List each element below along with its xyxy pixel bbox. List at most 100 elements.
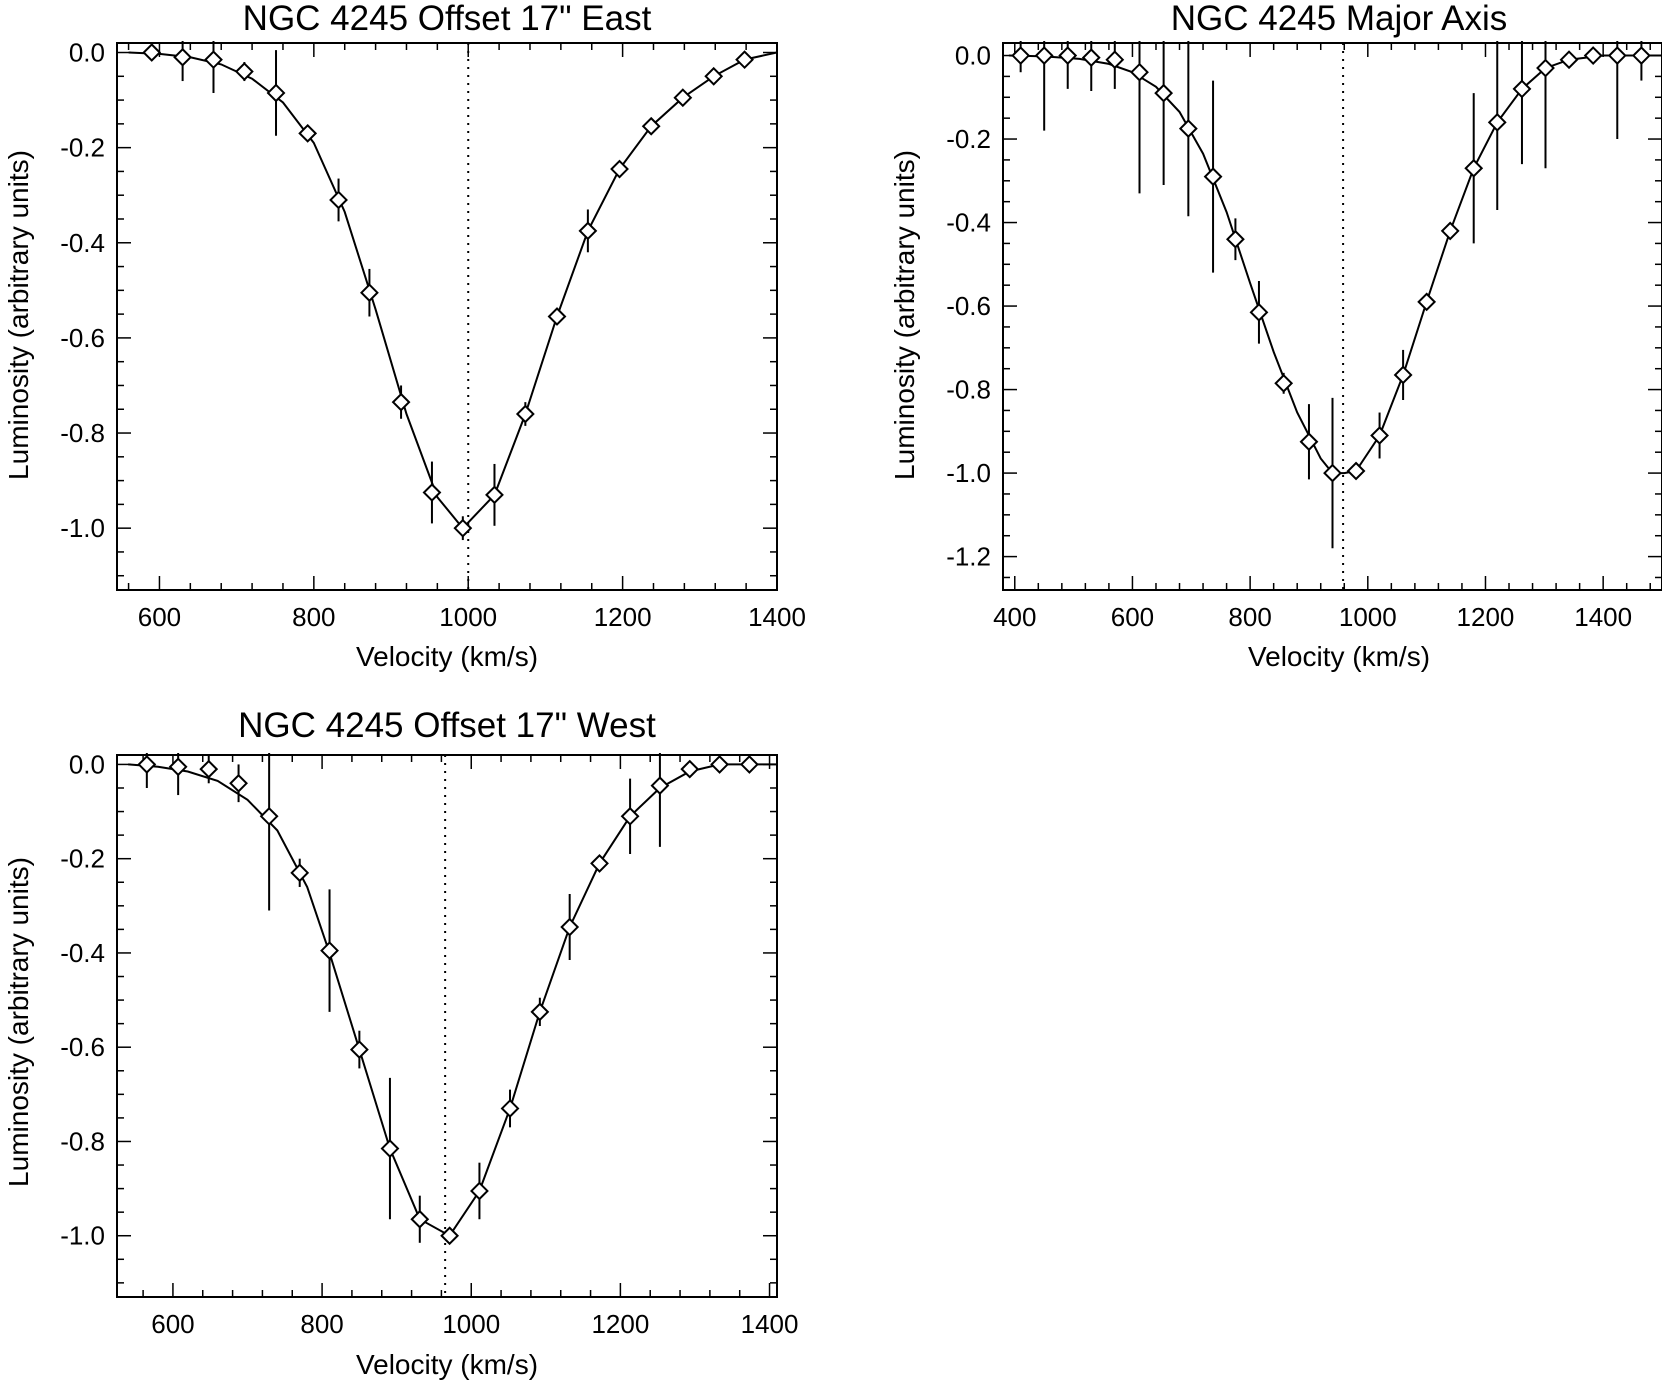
y-tick-label: -0.4: [60, 938, 105, 968]
data-point: [1154, 83, 1174, 103]
y-tick-label: -1.0: [60, 1221, 105, 1251]
data-point: [1105, 50, 1125, 70]
x-tick-label: 1000: [439, 602, 497, 632]
data-point: [199, 759, 219, 779]
x-axis-label: Velocity (km/s): [1248, 641, 1430, 672]
data-point: [1370, 426, 1389, 445]
y-axis-label: Luminosity (arbitrary units): [889, 150, 920, 480]
data-point: [1226, 229, 1245, 249]
x-tick-label: 800: [300, 1309, 343, 1339]
data-point: [453, 518, 473, 538]
data-point: [680, 759, 700, 779]
data-layer: [1008, 41, 1662, 590]
x-axis-label: Velocity (km/s): [356, 641, 538, 672]
data-point: [380, 1139, 400, 1158]
data-point: [349, 1040, 369, 1059]
x-tick-label: 1400: [1574, 602, 1632, 632]
data-point: [1274, 373, 1294, 393]
data-point: [704, 66, 724, 86]
data-point: [641, 116, 661, 136]
plot-frame: [1002, 42, 1662, 591]
x-tick-label: 600: [1111, 602, 1154, 632]
data-point: [137, 755, 157, 774]
data-point: [410, 1209, 430, 1229]
plot-area: 400 600 800 1000 1200 1400 0.0 -0.2 -0.4 -0.6 -0.8…: [946, 41, 1662, 632]
data-point: [1559, 50, 1579, 70]
data-point: [590, 853, 609, 873]
y-tick-label: -0.2: [946, 124, 991, 154]
data-point: [578, 221, 598, 241]
data-point: [391, 392, 411, 412]
y-tick-label: 0.0: [69, 38, 105, 68]
data-point: [360, 283, 379, 303]
y-tick-label: 0.0: [69, 749, 105, 779]
x-tick-label: 1400: [741, 1309, 799, 1339]
data-point: [440, 1226, 460, 1246]
data-point: [1299, 432, 1319, 452]
y-tick-label: -0.6: [60, 1032, 105, 1062]
data-point: [1512, 79, 1532, 99]
data-point: [620, 806, 640, 826]
y-tick-label: -0.4: [60, 228, 105, 258]
fit-curve: [1008, 54, 1662, 475]
y-tick-label: -1.0: [60, 513, 105, 543]
panel-offset-east: NGC 4245 Offset 17" East Velocity (km/s)…: [3, 0, 806, 672]
panel-offset-west: NGC 4245 Offset 17" West Velocity (km/s)…: [3, 706, 798, 1380]
plot-area: 600 800 1000 1200 1400 0.0 -0.2 -0.4 -0.6 -0.8 -1.…: [60, 38, 806, 632]
data-point: [204, 50, 223, 70]
chart-title: NGC 4245 Major Axis: [1171, 0, 1508, 38]
data-point: [735, 50, 754, 70]
data-point: [500, 1099, 520, 1118]
data-point: [168, 757, 188, 777]
data-point: [1130, 62, 1149, 82]
plot-frame: [116, 42, 778, 591]
panel-major-axis: NGC 4245 Major Axis Velocity (km/s) Lumi…: [889, 0, 1662, 672]
data-point: [422, 483, 442, 502]
data-point: [234, 62, 254, 81]
data-point: [290, 863, 310, 883]
data-point: [1011, 46, 1031, 65]
data-point: [320, 941, 339, 961]
data-point: [142, 43, 162, 62]
data-point: [259, 806, 279, 826]
data-point: [1583, 46, 1603, 65]
y-tick-label: -0.8: [946, 375, 991, 405]
data-point: [470, 1181, 489, 1201]
data-point: [1536, 58, 1555, 78]
data-point: [329, 190, 348, 210]
data-layer: [128, 41, 777, 590]
y-axis-label: Luminosity (arbitrary units): [3, 857, 34, 1187]
data-point: [1058, 46, 1078, 65]
data-point: [229, 773, 248, 793]
chart-title: NGC 4245 Offset 17" East: [243, 0, 652, 38]
x-tick-label: 1200: [591, 1309, 649, 1339]
x-tick-label: 800: [292, 602, 335, 632]
x-tick-label: 1000: [442, 1309, 500, 1339]
data-point: [266, 83, 286, 103]
fit-curve: [128, 763, 777, 1238]
x-tick-label: 400: [993, 602, 1036, 632]
data-point: [610, 159, 629, 179]
y-tick-label: -0.8: [60, 1126, 105, 1156]
data-point: [650, 776, 670, 796]
data-point: [1607, 46, 1627, 65]
chart-title: NGC 4245 Offset 17" West: [238, 706, 656, 745]
data-point: [547, 307, 567, 326]
data-point: [1487, 112, 1507, 132]
data-point: [1203, 167, 1223, 187]
y-tick-label: -0.6: [60, 323, 105, 353]
y-tick-label: 0.0: [955, 41, 991, 71]
plot-area: 600 800 1000 1200 1400 0.0 -0.2 -0.4 -0.6 -0.8 -1.…: [60, 749, 799, 1339]
x-tick-label: 1200: [594, 602, 652, 632]
data-point: [1249, 302, 1269, 322]
data-point: [485, 485, 504, 505]
data-point: [710, 755, 729, 774]
y-tick-label: -0.2: [60, 844, 105, 874]
data-point: [1081, 48, 1101, 68]
y-tick-label: -0.4: [946, 208, 991, 238]
data-point: [1034, 46, 1054, 65]
data-point: [1417, 292, 1437, 312]
y-axis-label: Luminosity (arbitrary units): [3, 150, 34, 480]
data-point: [515, 404, 535, 424]
